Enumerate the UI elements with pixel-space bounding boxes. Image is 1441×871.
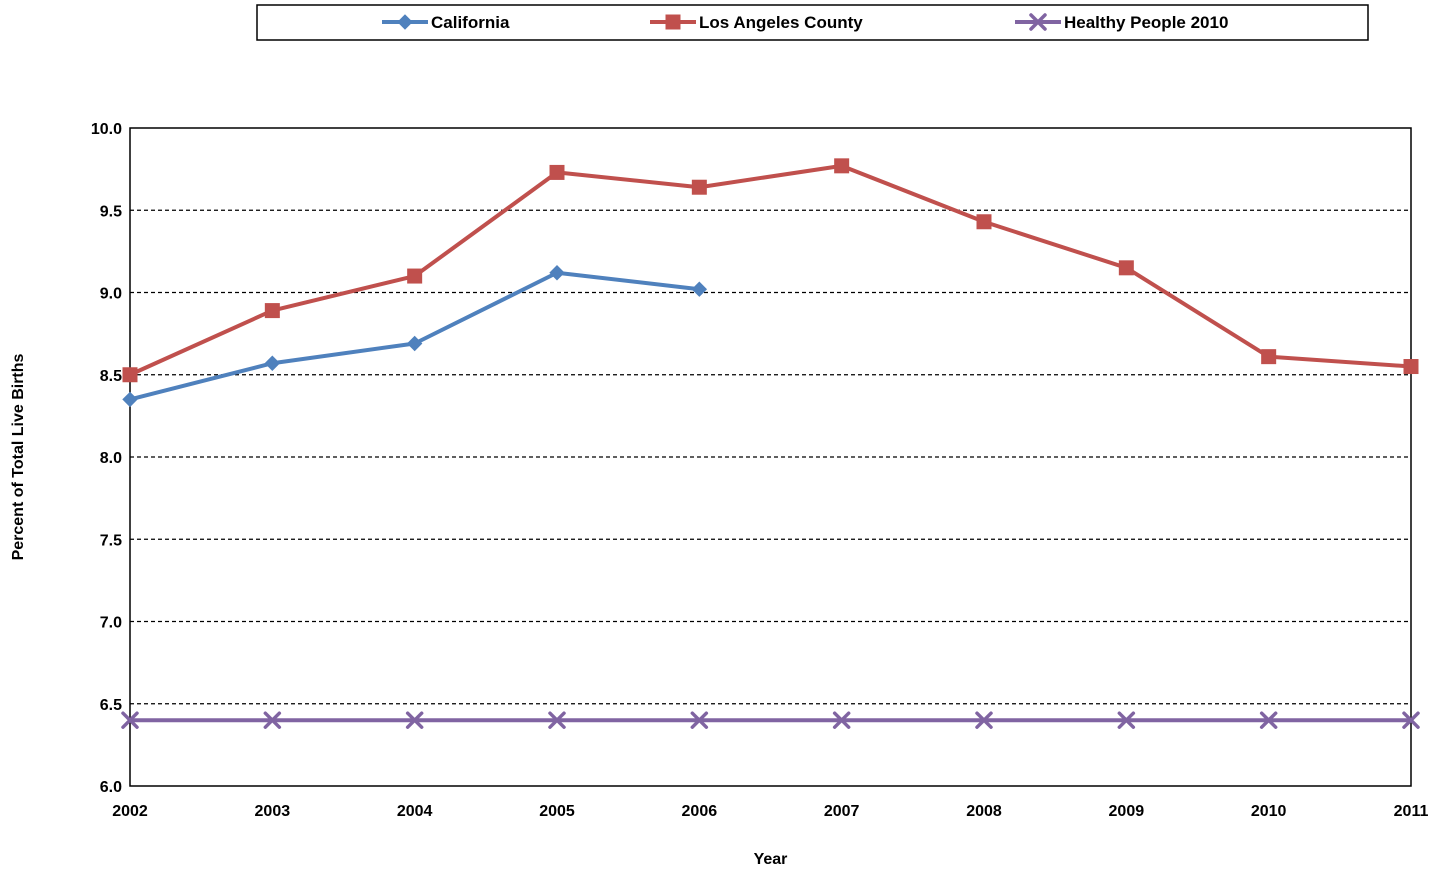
data-point (832, 711, 851, 729)
x-tick-label: 2008 (966, 803, 1002, 820)
y-tick-label: 7.0 (100, 615, 122, 632)
y-tick-label: 9.0 (100, 286, 122, 303)
x-tick-label: 2002 (112, 803, 148, 820)
legend-label: Los Angeles County (699, 13, 863, 32)
series-healthy-people-2010 (121, 711, 1420, 729)
data-point (1261, 349, 1277, 365)
data-point (549, 265, 565, 281)
data-point (121, 711, 139, 729)
legend-marker (665, 14, 681, 30)
data-point (1259, 711, 1278, 729)
x-tick-label: 2010 (1251, 803, 1287, 820)
grid-lines (130, 209, 1411, 705)
y-tick-label: 6.0 (100, 779, 122, 796)
legend-label: Healthy People 2010 (1064, 13, 1228, 32)
series-layer (121, 158, 1420, 729)
legend-box (256, 4, 1369, 41)
x-tick-label: 2007 (824, 803, 860, 820)
x-tick-label: 2003 (255, 803, 291, 820)
x-tick-label: 2011 (1394, 803, 1429, 820)
legend: California Los Angeles County Healthy Peop… (256, 4, 1369, 41)
data-point (406, 335, 423, 352)
legend-marker (397, 14, 413, 30)
data-point (548, 711, 566, 729)
x-tick-label: 2006 (682, 803, 718, 820)
plot-area (129, 127, 1412, 787)
legend-marker (1029, 13, 1047, 31)
legend-label: California (431, 13, 510, 32)
x-tick-label: 2009 (1109, 803, 1145, 820)
data-point (691, 281, 708, 297)
data-point (407, 268, 423, 284)
legend-item: California (382, 13, 510, 32)
data-point (264, 303, 280, 319)
x-tick-label: 2005 (539, 803, 575, 820)
legend-item: Los Angeles County (650, 13, 863, 32)
x-tick-label: 2004 (397, 803, 433, 820)
data-point (834, 158, 850, 174)
data-point (976, 214, 992, 230)
x-axis: 2002 2003 2004 2005 2006 2007 2008 2009 2010 2011 (112, 803, 1428, 820)
y-tick-label: 8.5 (100, 368, 122, 385)
series-los-angeles-county (122, 158, 1419, 383)
series-california (122, 265, 708, 408)
y-tick-label: 6.5 (100, 697, 122, 714)
y-tick-label: 10.0 (91, 121, 122, 138)
data-point (1118, 260, 1134, 276)
y-tick-label: 7.5 (100, 532, 122, 549)
data-point (405, 711, 424, 729)
y-tick-label: 8.0 (100, 450, 122, 467)
data-point (1402, 711, 1420, 729)
data-point (122, 391, 138, 408)
data-point (690, 711, 709, 729)
series-line (129, 163, 1412, 377)
data-point (1403, 359, 1419, 375)
data-point (263, 711, 282, 729)
x-axis-title: Year (754, 851, 788, 868)
legend-item: Healthy People 2010 (1015, 13, 1228, 32)
data-point (122, 367, 138, 383)
data-point (264, 355, 281, 371)
y-tick-label: 9.5 (100, 203, 122, 220)
y-axis-title: Percent of Total Live Births (10, 353, 27, 560)
data-point (1117, 711, 1136, 729)
data-point (975, 711, 993, 729)
data-point (549, 164, 565, 180)
data-point (691, 179, 707, 195)
y-axis: 6.0 6.5 7.0 7.5 8.0 8.5 9.0 9.5 10.0 (91, 121, 122, 796)
